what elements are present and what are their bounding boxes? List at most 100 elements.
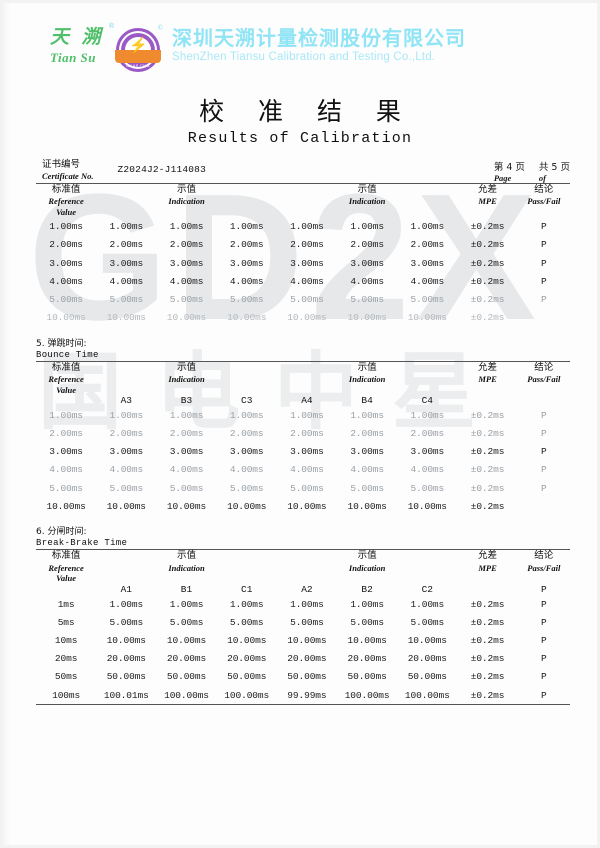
cell-indication-6: 10.00ms [407, 635, 447, 646]
cell-indication-3: 10.00ms [227, 312, 267, 324]
subheader-cell-3: C1 [241, 584, 253, 596]
subheader-cell-7 [457, 395, 517, 406]
cell-indication-2: 3.00ms [169, 446, 204, 458]
column-header-reference-value: 标准值 Reference Value [48, 550, 84, 584]
cell-indication-4: 5.00ms [290, 293, 324, 305]
cell-indication-4: 1.00ms [290, 409, 324, 421]
table-row: 5.00ms 5.00ms 5.00ms 5.00ms 5.00ms 5.00ms 5.00… [36, 290, 570, 308]
cell-indication-3: 50.00ms [227, 671, 267, 683]
table-row: 4.00ms 4.00ms 4.00ms 4.00ms 4.00ms 4.00ms 4.00… [36, 272, 570, 290]
cell-indication-4: 2.00ms [290, 239, 324, 251]
cell-indication-1: 10.00ms [106, 635, 146, 646]
cell-indication-5: 3.00ms [350, 257, 384, 269]
cell-indication-6: 4.00ms [410, 275, 445, 287]
emblem-accreditation-text: CNAS CMA [126, 63, 150, 68]
calibration-table: 标准值 Reference Value 示值 Indication 示值 Indicatio… [36, 360, 570, 516]
cell-indication-6: 1.00ms [410, 221, 445, 233]
cell-pass-fail: P [541, 221, 547, 233]
table-row: 1ms 1.00ms 1.00ms 1.00ms 1.00ms 1.00ms 1.00ms ±… [36, 595, 570, 613]
table-row: 20ms 20.00ms 20.00ms 20.00ms 20.00ms 20.00ms 2… [36, 650, 570, 668]
subheader-cell-5: B4 [361, 395, 373, 407]
cell-mpe: ±0.2ms [470, 464, 505, 476]
brand-logo: 天 溯 ® Tian Su [50, 23, 114, 65]
cell-indication-2: 5.00ms [169, 616, 204, 628]
cell-pass-fail: P [541, 428, 547, 440]
column-header-indication-group-1: 示值 Indication [168, 184, 205, 207]
subheader-cell-3: C3 [241, 395, 253, 407]
cell-indication-2: 100.00ms [164, 689, 209, 701]
cell-reference-value: 2.00ms [49, 239, 83, 251]
cell-indication-6: 20.00ms [407, 653, 447, 665]
calibration-table: 标准值 Reference Value 示值 Indication 示值 Indicatio… [36, 549, 570, 706]
cell-reference-value: 5.00ms [49, 293, 83, 305]
brand-name-en: Tian Su [50, 50, 97, 65]
brand-name-cn: 天 溯 [50, 26, 104, 48]
cell-indication-2: 4.00ms [169, 464, 204, 476]
cell-pass-fail: P [541, 257, 547, 269]
section-heading-en: Bounce Time [36, 349, 99, 360]
cell-indication-1: 5.00ms [109, 616, 144, 628]
cell-indication-5: 5.00ms [350, 293, 384, 305]
cell-mpe: ±0.2ms [470, 221, 505, 233]
cell-indication-5: 10.00ms [347, 312, 387, 324]
table-row: 3.00ms 3.00ms 3.00ms 3.00ms 3.00ms 3.00ms 3.00… [36, 443, 570, 461]
table-row: 100ms 100.01ms 100.00ms 100.00ms 99.99ms 100.… [36, 686, 570, 705]
table-row: 2.00ms 2.00ms 2.00ms 2.00ms 2.00ms 2.00ms 2.00… [36, 236, 570, 254]
cell-mpe: ±0.2ms [470, 275, 505, 287]
cell-mpe: ±0.2ms [470, 616, 505, 628]
cell-mpe: ±0.2ms [470, 635, 505, 646]
cell-indication-3: 3.00ms [229, 446, 264, 458]
table-row: 10ms 10.00ms 10.00ms 10.00ms 10.00ms 10.00ms 1… [36, 631, 570, 649]
cell-mpe: ±0.2ms [470, 239, 505, 251]
column-header-mpe: 允差 MPE [478, 550, 498, 573]
cell-indication-6: 10.00ms [407, 500, 447, 512]
cell-indication-1: 10.00ms [106, 500, 146, 512]
cell-indication-1: 20.00ms [106, 653, 146, 665]
cell-indication-1: 1.00ms [109, 409, 144, 421]
scan-edge-shadow [0, 0, 12, 848]
cell-pass-fail: P [541, 275, 547, 287]
table-row: 10.00ms 10.00ms 10.00ms 10.00ms 10.00ms 10.00… [36, 309, 570, 327]
cell-indication-6: 5.00ms [410, 616, 445, 628]
cell-indication-4: 4.00ms [290, 275, 324, 287]
cell-indication-3: 5.00ms [229, 482, 264, 494]
cell-reference-value: 10.00ms [46, 312, 86, 324]
cell-indication-3: 4.00ms [229, 464, 264, 476]
cell-indication-2: 20.00ms [166, 653, 207, 665]
cell-indication-3: 20.00ms [227, 653, 267, 665]
lightning-bolt-icon: ⚡ [129, 37, 148, 54]
certificate-meta-row: 证书编号 Certificate No. Z2024J2-J114083 第 4… [42, 159, 570, 183]
cell-indication-4: 2.00ms [290, 428, 324, 440]
subheader-cell-4: A4 [301, 395, 313, 407]
cell-indication-3: 2.00ms [229, 428, 264, 440]
cell-indication-1: 5.00ms [109, 482, 144, 494]
cell-reference-value: 10.00ms [46, 500, 86, 512]
cell-pass-fail: P [541, 464, 547, 476]
cell-mpe: ±0.2ms [470, 689, 505, 701]
table-row: 2.00ms 2.00ms 2.00ms 2.00ms 2.00ms 2.00ms 2.00… [36, 425, 570, 443]
cell-pass-fail: P [541, 689, 547, 701]
cell-reference-value: 5ms [57, 616, 75, 628]
cell-indication-4: 5.00ms [290, 482, 324, 494]
section-6-break-brake-time: 6. 分闸时间: Break-Brake Time 标准值 Reference Valu… [36, 524, 570, 706]
table-row: 10.00ms 10.00ms 10.00ms 10.00ms 10.00ms 10.00… [36, 497, 570, 515]
cell-indication-3: 1.00ms [229, 598, 264, 610]
cell-indication-3: 4.00ms [229, 275, 264, 287]
cell-indication-5: 3.00ms [350, 446, 384, 458]
registered-trademark-icon: ® [108, 23, 114, 30]
section-heading-cn: 6. 分闸时间: [36, 527, 87, 538]
table-row: 3.00ms 3.00ms 3.00ms 3.00ms 3.00ms 3.00ms 3.00… [36, 254, 570, 272]
subheader-cell-0 [36, 395, 96, 406]
cell-indication-3: 3.00ms [229, 257, 264, 269]
cell-indication-4: 4.00ms [290, 464, 324, 476]
cell-reference-value: 1.00ms [49, 409, 83, 421]
cell-indication-2: 10.00ms [166, 635, 207, 646]
cell-indication-3: 5.00ms [229, 293, 264, 305]
cell-reference-value: 5.00ms [49, 482, 83, 494]
cell-pass-fail [518, 497, 570, 515]
cell-pass-fail: P [541, 616, 547, 628]
subheader-cell-0 [36, 584, 96, 595]
cell-indication-2: 5.00ms [169, 293, 204, 305]
column-header-indication-group-2: 示值 Indication [348, 550, 386, 573]
cell-indication-2: 1.00ms [169, 598, 204, 610]
